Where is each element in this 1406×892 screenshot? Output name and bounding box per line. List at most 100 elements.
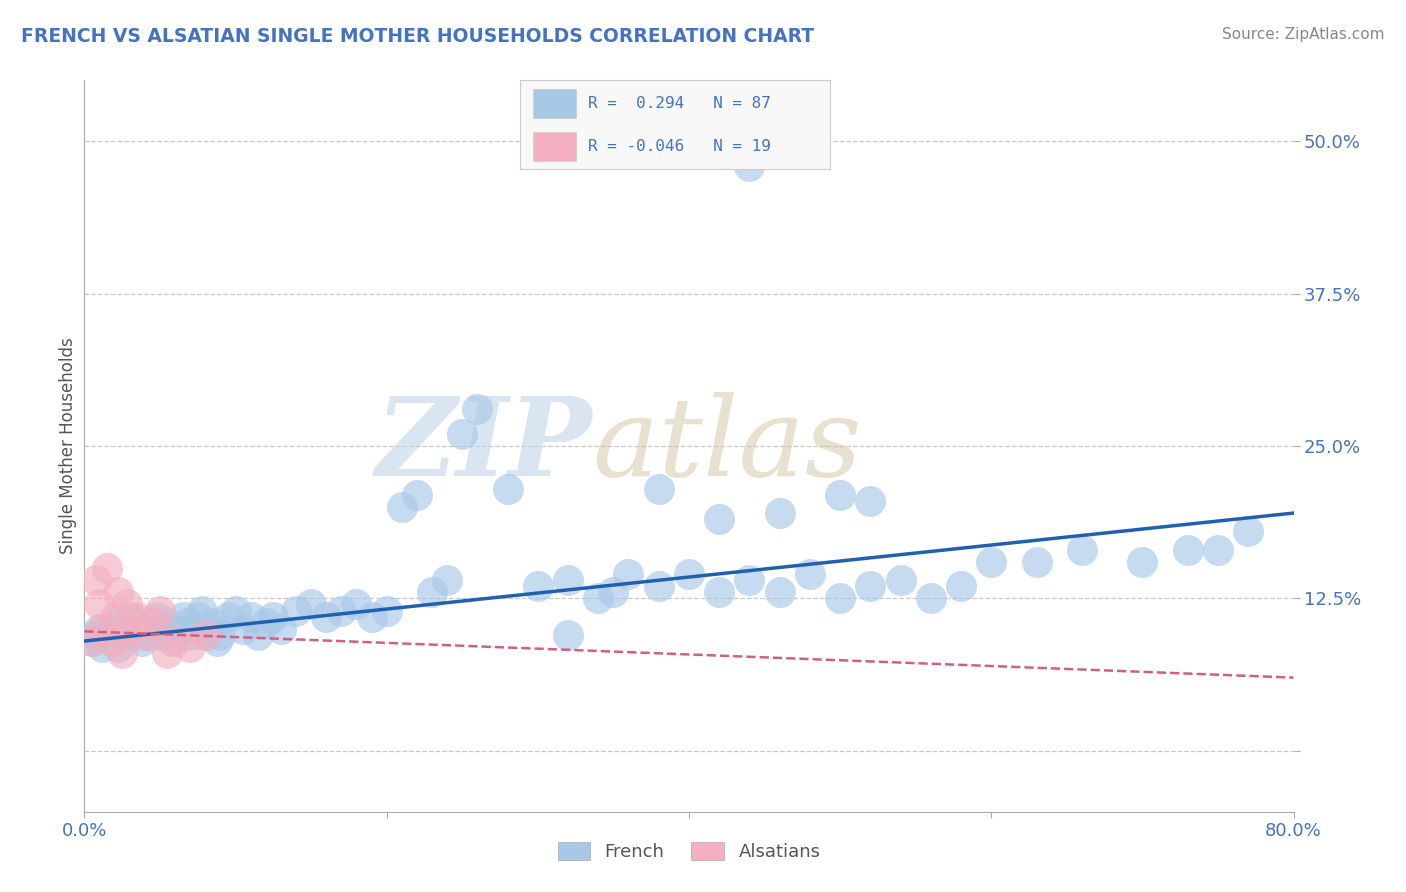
Point — [1206, 542, 1229, 557]
Point — [980, 555, 1002, 569]
Point — [194, 628, 217, 642]
Point — [315, 609, 337, 624]
Point — [80, 634, 103, 648]
Point — [391, 500, 413, 514]
Point — [406, 488, 429, 502]
Point — [176, 615, 198, 630]
Point — [127, 615, 149, 630]
Point — [270, 622, 292, 636]
Point — [247, 628, 270, 642]
Point — [346, 598, 368, 612]
Point — [859, 494, 882, 508]
Point — [111, 628, 134, 642]
Text: atlas: atlas — [592, 392, 862, 500]
Point — [134, 622, 156, 636]
Bar — [533, 132, 576, 161]
Point — [588, 591, 610, 606]
Point — [201, 615, 224, 630]
Point — [118, 622, 141, 636]
Point — [648, 579, 671, 593]
Point — [217, 609, 239, 624]
Point — [172, 609, 194, 624]
Point — [141, 615, 163, 630]
Point — [160, 634, 183, 648]
Point — [557, 573, 579, 587]
Point — [146, 609, 169, 624]
Point — [104, 615, 127, 630]
Point — [134, 628, 156, 642]
Point — [1130, 555, 1153, 569]
Point — [104, 609, 127, 624]
Point — [149, 604, 172, 618]
Point — [80, 634, 103, 648]
Point — [232, 622, 254, 636]
Point — [209, 628, 232, 642]
Point — [89, 622, 111, 636]
Bar — [533, 89, 576, 118]
Point — [149, 628, 172, 642]
Point — [127, 609, 149, 624]
Point — [156, 615, 179, 630]
Point — [96, 561, 118, 575]
Point — [738, 159, 761, 173]
Point — [225, 604, 247, 618]
Point — [1025, 555, 1047, 569]
Point — [375, 604, 398, 618]
Point — [254, 615, 277, 630]
Point — [121, 628, 143, 642]
Point — [830, 488, 852, 502]
Point — [179, 628, 201, 642]
Text: R = -0.046   N = 19: R = -0.046 N = 19 — [588, 139, 770, 153]
Point — [830, 591, 852, 606]
Point — [1071, 542, 1094, 557]
Point — [91, 622, 114, 636]
Point — [100, 634, 122, 648]
Point — [285, 604, 308, 618]
Point — [859, 579, 882, 593]
Point — [330, 604, 353, 618]
Point — [107, 640, 129, 655]
Text: ZIP: ZIP — [375, 392, 592, 500]
Point — [262, 609, 284, 624]
Point — [131, 634, 153, 648]
Point — [617, 567, 640, 582]
Point — [167, 628, 190, 642]
Point — [451, 426, 474, 441]
Point — [299, 598, 322, 612]
Point — [91, 640, 114, 655]
Legend: French, Alsatians: French, Alsatians — [550, 835, 828, 869]
Point — [107, 585, 129, 599]
Point — [799, 567, 821, 582]
Text: Source: ZipAtlas.com: Source: ZipAtlas.com — [1222, 27, 1385, 42]
Point — [436, 573, 458, 587]
Point — [156, 646, 179, 660]
Point — [118, 609, 141, 624]
Point — [360, 609, 382, 624]
Point — [420, 585, 443, 599]
Point — [165, 622, 187, 636]
Point — [136, 628, 159, 642]
Point — [239, 609, 262, 624]
Point — [191, 604, 214, 618]
Point — [527, 579, 550, 593]
Point — [86, 573, 108, 587]
Point — [1237, 524, 1260, 539]
Point — [467, 402, 489, 417]
Point — [165, 634, 187, 648]
Point — [115, 622, 138, 636]
Point — [141, 615, 163, 630]
Point — [96, 628, 118, 642]
Point — [207, 634, 229, 648]
Text: R =  0.294   N = 87: R = 0.294 N = 87 — [588, 96, 770, 111]
Point — [709, 512, 731, 526]
Point — [769, 506, 792, 520]
Point — [86, 628, 108, 642]
Point — [557, 628, 579, 642]
Point — [100, 622, 122, 636]
Point — [602, 585, 624, 599]
Point — [152, 622, 174, 636]
Y-axis label: Single Mother Households: Single Mother Households — [59, 338, 77, 554]
Point — [950, 579, 973, 593]
Text: FRENCH VS ALSATIAN SINGLE MOTHER HOUSEHOLDS CORRELATION CHART: FRENCH VS ALSATIAN SINGLE MOTHER HOUSEHO… — [21, 27, 814, 45]
Point — [496, 482, 519, 496]
